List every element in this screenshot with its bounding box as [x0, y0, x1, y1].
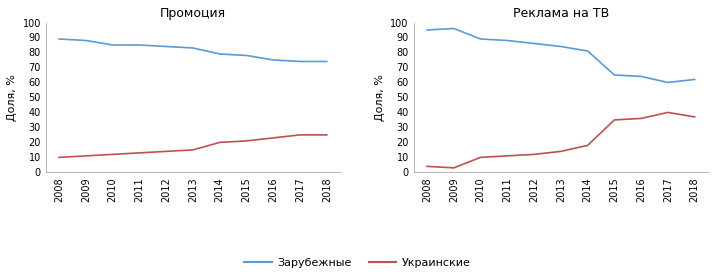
Title: Реклама на ТВ: Реклама на ТВ [513, 7, 609, 20]
Y-axis label: Доля, %: Доля, % [375, 74, 385, 121]
Y-axis label: Доля, %: Доля, % [7, 74, 17, 121]
Title: Промоция: Промоция [160, 7, 226, 20]
Legend: Зарубежные, Украинские: Зарубежные, Украинские [240, 254, 475, 272]
